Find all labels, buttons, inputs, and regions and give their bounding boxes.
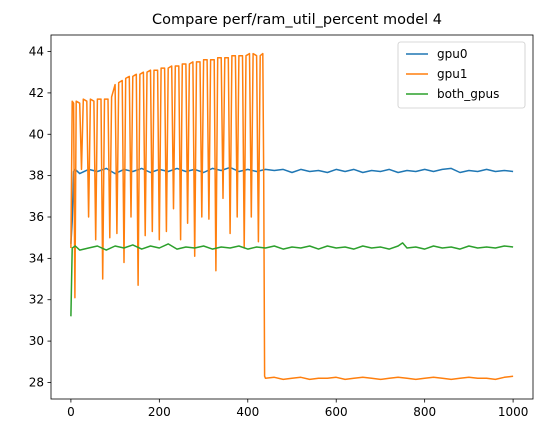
legend-label-gpu0: gpu0 (437, 47, 467, 61)
chart-title: Compare perf/ram_util_percent model 4 (152, 12, 442, 28)
y-tick-label: 28 (29, 375, 44, 389)
x-tick-label: 200 (148, 405, 171, 419)
y-tick-label: 42 (29, 86, 44, 100)
x-tick-label: 800 (413, 405, 436, 419)
legend-label-both_gpus: both_gpus (437, 87, 499, 101)
legend-box (397, 41, 526, 109)
legend: gpu0 gpu1 both_gpus (397, 41, 526, 109)
x-tick-label: 1000 (498, 405, 529, 419)
legend-label-gpu1: gpu1 (437, 67, 467, 81)
series-line-both_gpus (70, 242, 514, 317)
x-tick-label: 400 (236, 405, 259, 419)
y-tick-label: 32 (29, 293, 44, 307)
y-tick-label: 38 (29, 169, 44, 183)
y-tick-label: 44 (29, 45, 44, 59)
series-group (70, 52, 514, 381)
y-tick-label: 36 (29, 210, 44, 224)
x-tick-label: 0 (67, 405, 75, 419)
y-tick-label: 30 (29, 334, 44, 348)
axes: 0 200 400 600 800 1000 28 30 32 34 36 38 40 42 44 (29, 34, 534, 419)
y-tick-label: 34 (29, 251, 44, 265)
series-line-gpu1 (70, 52, 514, 381)
y-tick-label: 40 (29, 127, 44, 141)
x-tick-label: 600 (325, 405, 348, 419)
